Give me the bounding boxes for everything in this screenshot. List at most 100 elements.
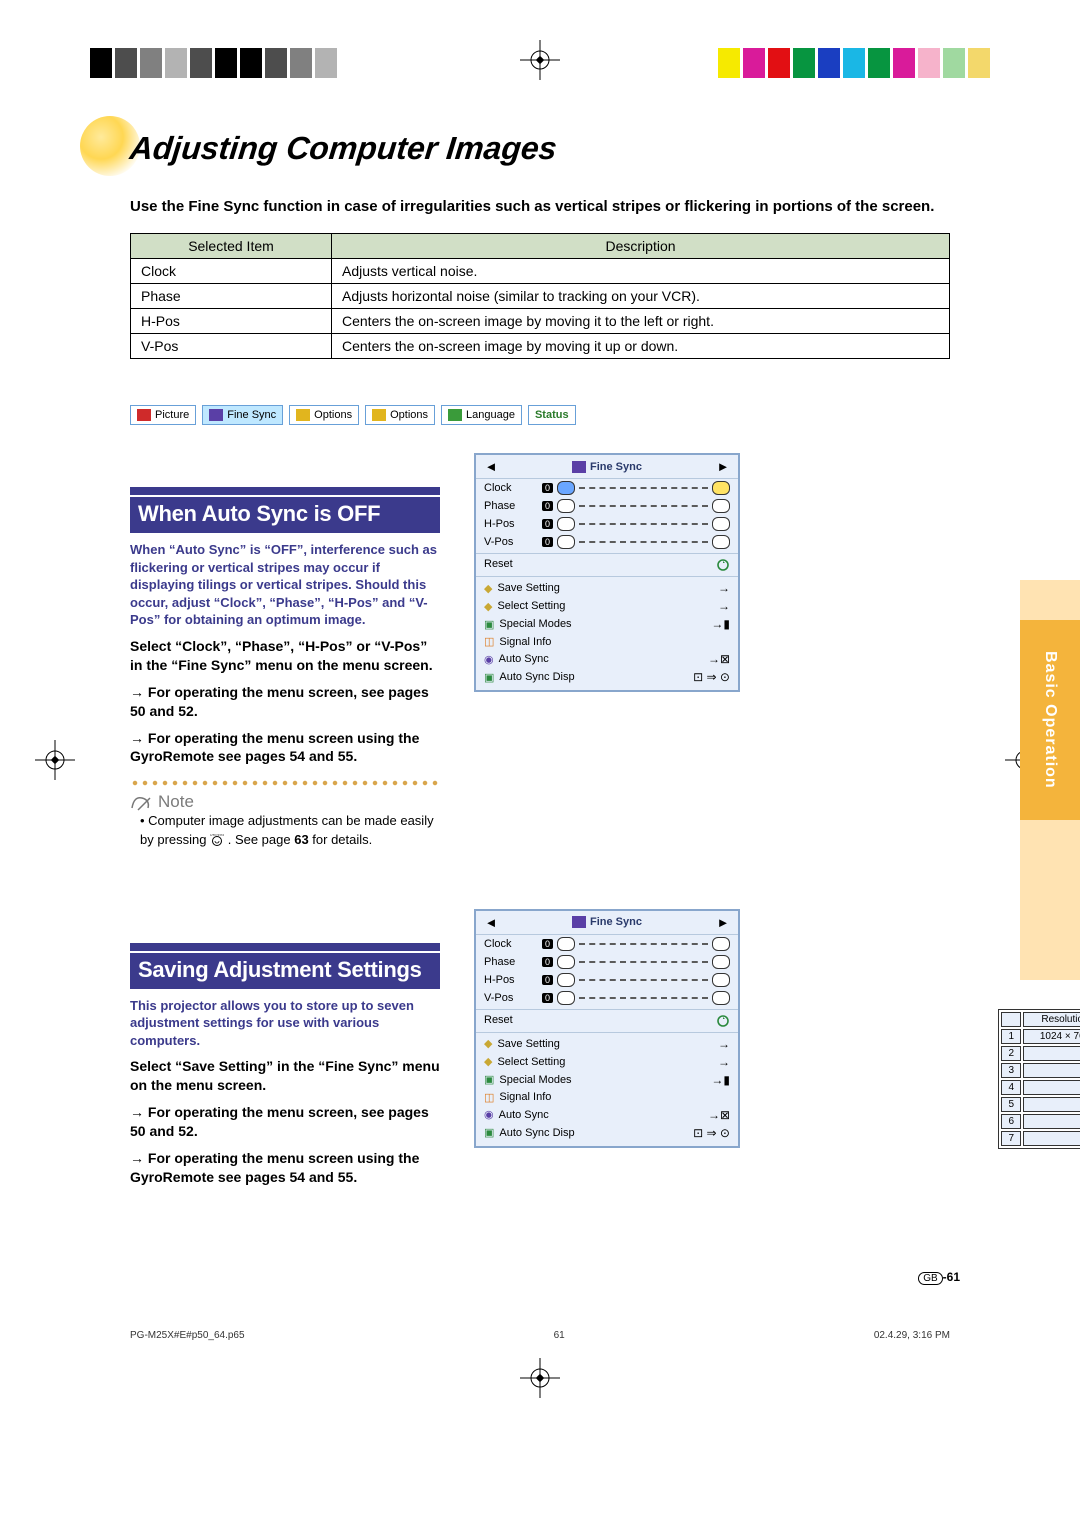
slider-knob-right-icon[interactable] [712,535,730,549]
osd-slider-row[interactable]: Clock0 [476,935,738,953]
slider-knob-right-icon[interactable] [712,937,730,951]
side-tab-label: Basic Operation [1041,651,1059,789]
table-cell: V-Pos [131,334,332,359]
menu-tab[interactable]: Options [365,405,435,425]
res-row: 3 [1001,1063,1080,1078]
crosshair-top-icon [520,40,560,80]
osd-slider-row[interactable]: Phase0 [476,953,738,971]
purple-icon: ◉ [484,1108,494,1121]
yellow-tab-icon [372,409,386,421]
registration-bar-right [693,48,990,78]
osd-slider-row[interactable]: V-Pos0 [476,989,738,1007]
section-step: Select “Clock”, “Phase”, “H-Pos” or “V-P… [130,637,440,675]
page-number: GB-61 [918,1270,960,1285]
table-cell: Phase [131,284,332,309]
slider-knob-left-icon[interactable] [557,955,575,969]
osd-reset-row[interactable]: Reset [476,556,738,574]
section-ref: → For operating the menu screen using th… [130,729,440,767]
section-heading: Saving Adjustment Settings [138,957,432,983]
table-row: V-PosCenters the on-screen image by movi… [131,334,950,359]
status-tab[interactable]: Status [528,405,576,425]
osd-action-row[interactable]: ◆Save Setting→ [476,579,738,597]
diamond-icon: ◆ [484,1037,492,1050]
table-header: Description [332,234,950,259]
res-row: 7 [1001,1131,1080,1146]
nav-left-icon[interactable]: ◄ [484,915,498,930]
table-cell: Centers the on-screen image by moving it… [332,309,950,334]
menu-tab[interactable]: Picture [130,405,196,425]
green-icon: ▣ [484,671,494,684]
slider-knob-right-icon[interactable] [712,499,730,513]
res-header: Resolution [1023,1012,1080,1027]
menu-tab-bar: Picture Fine Sync Options Options Language St… [130,405,950,425]
table-header: Selected Item [131,234,332,259]
tab-label: Fine Sync [227,409,276,421]
dotted-rule [130,780,440,786]
osd-action-row[interactable]: ◉Auto Sync→⊠ [476,650,738,668]
note-body: • Computer image adjustments can be made… [130,812,440,848]
action-label: Select Setting [497,600,565,612]
slider-label: Phase [484,500,536,512]
osd-slider-row[interactable]: H-Pos0 [476,515,738,533]
resolution-table: ResolutionVert Freq11024 × 76860 Hz23456… [998,1009,1080,1149]
slider-knob-left-icon[interactable] [557,991,575,1005]
osd-action-row[interactable]: ◆Select Setting→ [476,597,738,615]
reset-icon [716,1014,730,1028]
red-tab-icon [137,409,151,421]
table-cell: Clock [131,259,332,284]
section-step: Select “Save Setting” in the “Fine Sync”… [130,1057,440,1095]
res-row: 6 [1001,1114,1080,1129]
section-heading: When Auto Sync is OFF [138,501,432,527]
res-row: 4 [1001,1080,1080,1095]
green-icon: ▣ [484,1126,494,1139]
footer-timestamp: 02.4.29, 3:16 PM [874,1330,950,1341]
diamond-icon: ◆ [484,582,492,595]
osd-slider-row[interactable]: Phase0 [476,497,738,515]
slider-knob-right-icon[interactable] [712,517,730,531]
menu-tab[interactable]: Fine Sync [202,405,283,425]
osd-action-row[interactable]: ◆Save Setting→ [476,1035,738,1053]
osd-action-row[interactable]: ◫Signal Info [476,1089,738,1106]
osd-slider-row[interactable]: H-Pos0 [476,971,738,989]
osd-slider-row[interactable]: Clock0 [476,479,738,497]
nav-left-icon[interactable]: ◄ [484,459,498,474]
slider-knob-right-icon[interactable] [712,955,730,969]
slider-knob-right-icon[interactable] [712,481,730,495]
osd-action-row[interactable]: ▣Special Modes→▮ [476,615,738,633]
section-intro: This projector allows you to store up to… [130,997,440,1050]
slider-label: Clock [484,938,536,950]
slider-label: H-Pos [484,518,536,530]
nav-right-icon[interactable]: ► [716,459,730,474]
footer-file: PG-M25X#E#p50_64.p65 [130,1330,245,1341]
osd-action-row[interactable]: ◫Signal Info [476,633,738,650]
action-label: Special Modes [499,618,571,630]
action-label: Auto Sync [499,1109,549,1121]
svg-text:AUTO SYNC: AUTO SYNC [210,833,224,837]
nav-right-icon[interactable]: ► [716,915,730,930]
registration-bar-left [90,48,337,78]
osd-reset-row[interactable]: Reset [476,1012,738,1030]
yellow-tab-icon [296,409,310,421]
slider-knob-right-icon[interactable] [712,973,730,987]
crosshair-bottom-icon [520,1358,560,1398]
table-cell: Adjusts horizontal noise (similar to tra… [332,284,950,309]
slider-knob-left-icon[interactable] [557,481,575,495]
action-indicator-icon: ⊡ ⇒ ⊙ [693,1126,730,1140]
action-label: Special Modes [499,1074,571,1086]
osd-action-row[interactable]: ▣Auto Sync Disp⊡ ⇒ ⊙ [476,1124,738,1142]
slider-knob-left-icon[interactable] [557,517,575,531]
slider-knob-left-icon[interactable] [557,535,575,549]
osd-slider-row[interactable]: V-Pos0 [476,533,738,551]
action-label: Signal Info [499,1091,551,1103]
osd-action-row[interactable]: ◉Auto Sync→⊠ [476,1106,738,1124]
osd-action-row[interactable]: ▣Auto Sync Disp⊡ ⇒ ⊙ [476,668,738,686]
slider-knob-left-icon[interactable] [557,499,575,513]
osd-action-row[interactable]: ▣Special Modes→▮ [476,1071,738,1089]
slider-knob-right-icon[interactable] [712,991,730,1005]
menu-tab[interactable]: Options [289,405,359,425]
slider-knob-left-icon[interactable] [557,937,575,951]
slider-knob-left-icon[interactable] [557,973,575,987]
osd-action-row[interactable]: ◆Select Setting→ [476,1053,738,1071]
menu-tab[interactable]: Language [441,405,522,425]
green-icon: ▣ [484,618,494,631]
